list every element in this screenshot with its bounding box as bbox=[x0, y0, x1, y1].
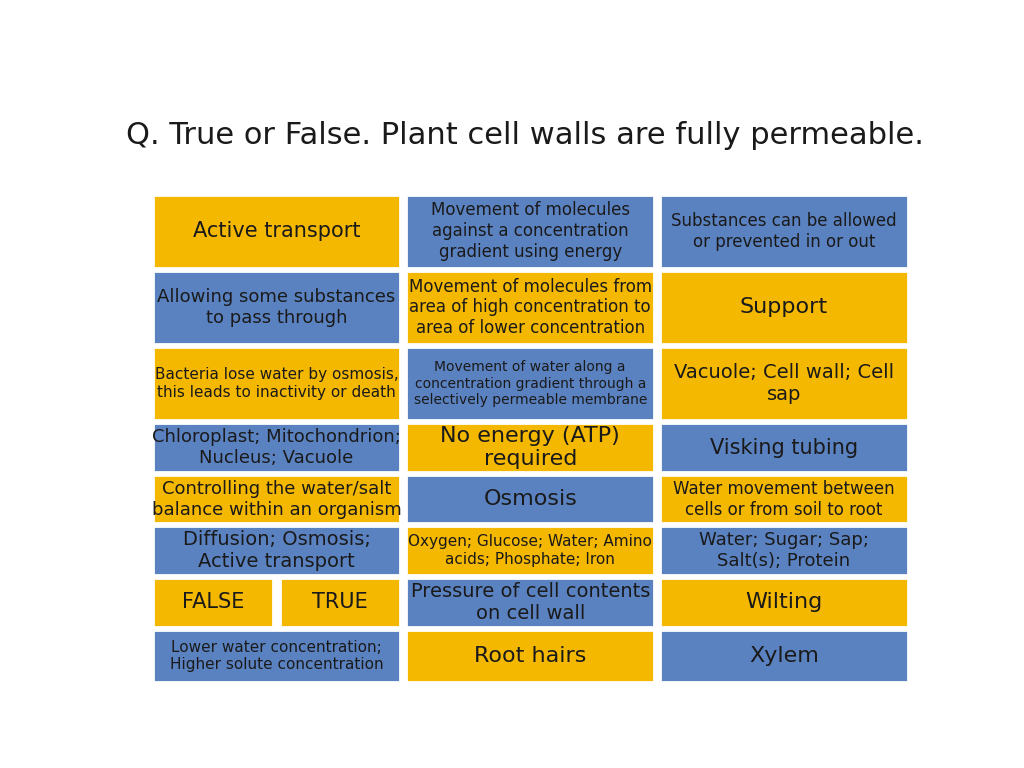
FancyBboxPatch shape bbox=[153, 526, 400, 575]
FancyBboxPatch shape bbox=[153, 475, 400, 523]
FancyBboxPatch shape bbox=[660, 194, 907, 268]
Text: Substances can be allowed
or prevented in or out: Substances can be allowed or prevented i… bbox=[671, 212, 897, 250]
Text: Movement of molecules from
area of high concentration to
area of lower concentra: Movement of molecules from area of high … bbox=[409, 277, 652, 337]
FancyBboxPatch shape bbox=[407, 526, 654, 575]
FancyBboxPatch shape bbox=[407, 347, 654, 420]
FancyBboxPatch shape bbox=[660, 578, 907, 627]
Text: Oxygen; Glucose; Water; Amino
acids; Phosphate; Iron: Oxygen; Glucose; Water; Amino acids; Pho… bbox=[409, 535, 652, 567]
FancyBboxPatch shape bbox=[407, 194, 654, 268]
FancyBboxPatch shape bbox=[407, 271, 654, 344]
Text: Bacteria lose water by osmosis,
this leads to inactivity or death: Bacteria lose water by osmosis, this lea… bbox=[155, 367, 398, 400]
Text: Wilting: Wilting bbox=[745, 592, 822, 612]
FancyBboxPatch shape bbox=[660, 423, 907, 472]
Text: Root hairs: Root hairs bbox=[474, 646, 587, 666]
Text: FALSE: FALSE bbox=[182, 592, 245, 612]
FancyBboxPatch shape bbox=[153, 423, 400, 472]
Text: Q. True or False. Plant cell walls are fully permeable.: Q. True or False. Plant cell walls are f… bbox=[126, 121, 924, 150]
FancyBboxPatch shape bbox=[153, 194, 400, 268]
FancyBboxPatch shape bbox=[660, 271, 907, 344]
FancyBboxPatch shape bbox=[660, 347, 907, 420]
Text: Active transport: Active transport bbox=[193, 221, 360, 241]
Text: No energy (ATP)
required: No energy (ATP) required bbox=[440, 426, 621, 469]
FancyBboxPatch shape bbox=[153, 578, 273, 627]
Text: Xylem: Xylem bbox=[749, 646, 819, 666]
Text: Support: Support bbox=[740, 297, 828, 317]
Text: Controlling the water/salt
balance within an organism: Controlling the water/salt balance withi… bbox=[152, 480, 401, 518]
FancyBboxPatch shape bbox=[153, 630, 400, 682]
FancyBboxPatch shape bbox=[660, 475, 907, 523]
Text: TRUE: TRUE bbox=[312, 592, 368, 612]
Text: Movement of water along a
concentration gradient through a
selectively permeable: Movement of water along a concentration … bbox=[414, 360, 647, 407]
Text: Water; Sugar; Sap;
Salt(s); Protein: Water; Sugar; Sap; Salt(s); Protein bbox=[699, 531, 869, 570]
Text: Pressure of cell contents
on cell wall: Pressure of cell contents on cell wall bbox=[411, 582, 650, 623]
FancyBboxPatch shape bbox=[407, 475, 654, 523]
FancyBboxPatch shape bbox=[407, 423, 654, 472]
FancyBboxPatch shape bbox=[153, 271, 400, 344]
Text: Chloroplast; Mitochondrion;
Nucleus; Vacuole: Chloroplast; Mitochondrion; Nucleus; Vac… bbox=[153, 428, 401, 467]
FancyBboxPatch shape bbox=[407, 630, 654, 682]
Text: Visking tubing: Visking tubing bbox=[710, 438, 858, 458]
FancyBboxPatch shape bbox=[660, 630, 907, 682]
FancyBboxPatch shape bbox=[660, 526, 907, 575]
Text: Vacuole; Cell wall; Cell
sap: Vacuole; Cell wall; Cell sap bbox=[674, 363, 894, 404]
Text: Osmosis: Osmosis bbox=[483, 489, 578, 509]
FancyBboxPatch shape bbox=[153, 347, 400, 420]
Text: Diffusion; Osmosis;
Active transport: Diffusion; Osmosis; Active transport bbox=[182, 530, 371, 571]
FancyBboxPatch shape bbox=[407, 578, 654, 627]
Text: Water movement between
cells or from soil to root: Water movement between cells or from soi… bbox=[673, 480, 895, 518]
Text: Movement of molecules
against a concentration
gradient using energy: Movement of molecules against a concentr… bbox=[431, 201, 630, 261]
Text: Allowing some substances
to pass through: Allowing some substances to pass through bbox=[158, 288, 395, 326]
FancyBboxPatch shape bbox=[280, 578, 400, 627]
Text: Lower water concentration;
Higher solute concentration: Lower water concentration; Higher solute… bbox=[170, 640, 383, 672]
